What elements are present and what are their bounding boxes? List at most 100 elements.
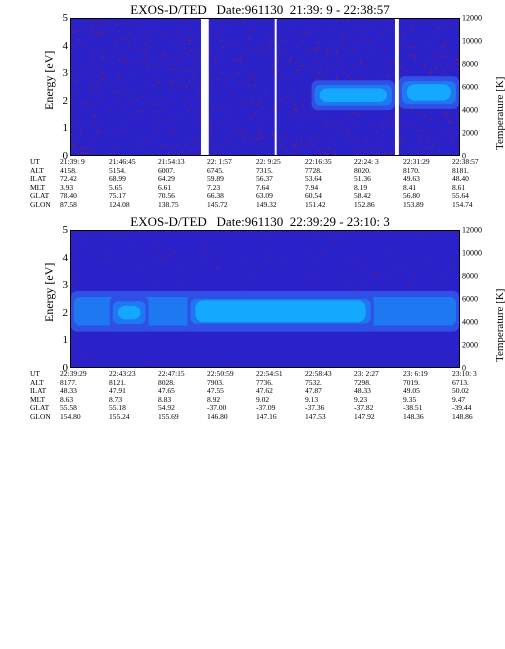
noise-dot (149, 46, 151, 48)
y2-axis-label: Temperature [K] (494, 288, 505, 362)
noise-dot (71, 92, 73, 94)
noise-dot (260, 134, 263, 136)
noise-dot (297, 69, 299, 71)
noise-dot (276, 71, 278, 73)
noise-dot (364, 21, 366, 23)
noise-dot (175, 59, 177, 61)
noise-dot (306, 25, 308, 27)
y2-tick-label: 6000 (462, 294, 478, 304)
noise-dot (320, 117, 322, 119)
table-row: MLT 3.93 5.65 6.61 7.23 7.64 7.94 8.19 8.41 8.61 (27, 183, 467, 193)
noise-dot (200, 56, 202, 58)
noise-dot (295, 108, 297, 111)
noise-dot (439, 63, 441, 65)
table-cell: 22:43:23 (109, 369, 136, 378)
noise-dot (146, 361, 148, 363)
noise-dot (279, 99, 282, 101)
noise-dot (83, 101, 85, 103)
noise-dot (154, 104, 156, 106)
y-axis-ticks: 0 1 2 3 4 5 (55, 224, 69, 374)
noise-dot (181, 77, 183, 79)
noise-dot (308, 53, 311, 55)
noise-dot (104, 76, 106, 79)
noise-dot (155, 256, 157, 258)
noise-dot (105, 24, 107, 26)
noise-dot (425, 136, 427, 138)
noise-dot (307, 141, 309, 143)
noise-dot (285, 51, 287, 53)
noise-dot (327, 68, 329, 70)
noise-dot (382, 127, 385, 129)
noise-dot (72, 137, 74, 139)
noise-dot (233, 46, 235, 48)
noise-dot (238, 125, 240, 127)
noise-dot (104, 258, 106, 260)
noise-dot (410, 125, 412, 127)
noise-dot (273, 28, 275, 30)
table-cell: 6745. (207, 165, 224, 175)
noise-dot (316, 78, 318, 80)
table-cell: 50.02 (452, 386, 469, 395)
noise-dot (177, 69, 179, 71)
noise-dot (355, 115, 357, 117)
noise-dot (171, 149, 173, 151)
noise-dot (281, 145, 283, 147)
noise-dot (180, 265, 182, 267)
noise-dot (189, 151, 192, 153)
table-cell: 7019. (403, 377, 420, 387)
noise-dot (357, 47, 359, 49)
noise-dot (251, 103, 253, 105)
noise-dot (197, 91, 199, 93)
noise-dot (383, 48, 385, 50)
noise-dot (436, 22, 438, 24)
noise-dot (290, 31, 293, 33)
noise-dot (287, 106, 289, 108)
row-label: ILAT (30, 386, 47, 395)
noise-dot (328, 137, 330, 139)
noise-dot (178, 43, 180, 45)
noise-dot (120, 110, 122, 112)
noise-dot (430, 118, 432, 121)
energy-band-core (117, 305, 141, 320)
noise-dot (167, 248, 169, 250)
noise-dot (259, 101, 261, 103)
noise-dot (436, 139, 438, 141)
table-cell: 47.65 (158, 386, 175, 395)
noise-dot (456, 58, 458, 60)
noise-dot (74, 279, 76, 281)
noise-dot (293, 110, 295, 112)
noise-dot (250, 118, 252, 120)
table-row: UT 22:39:29 22:43:23 22:47:15 22:50:59 22:54:… (27, 369, 477, 379)
noise-dot (365, 283, 367, 285)
noise-dot (171, 80, 173, 82)
table-cell: 60.54 (305, 191, 322, 200)
noise-dot (331, 121, 333, 123)
noise-dot (157, 136, 159, 138)
noise-dot (102, 56, 104, 58)
noise-dot (82, 152, 84, 154)
noise-dot (184, 70, 186, 72)
noise-dot (347, 19, 349, 21)
noise-dot (333, 152, 336, 154)
table-row: GLON 154.80 155.24 155.69 146.80 147.16 147.53… (27, 412, 473, 422)
noise-dot (230, 122, 232, 124)
noise-dot (310, 90, 312, 92)
noise-dot (438, 150, 440, 152)
noise-dot (314, 29, 316, 31)
noise-dot (92, 22, 94, 24)
table-cell: 124.08 (109, 199, 130, 209)
noise-dot (421, 150, 423, 152)
noise-dot (455, 27, 458, 29)
noise-dot (439, 52, 441, 54)
noise-dot (391, 124, 393, 126)
noise-dot (200, 30, 202, 32)
noise-dot (434, 51, 436, 53)
noise-dot (280, 74, 282, 77)
table-cell: 59.89 (207, 174, 224, 183)
noise-dot (348, 113, 350, 116)
noise-dot (393, 60, 396, 62)
noise-dot (387, 62, 389, 64)
noise-dot (101, 255, 103, 257)
data-gap (394, 19, 399, 155)
noise-dot (296, 57, 298, 59)
